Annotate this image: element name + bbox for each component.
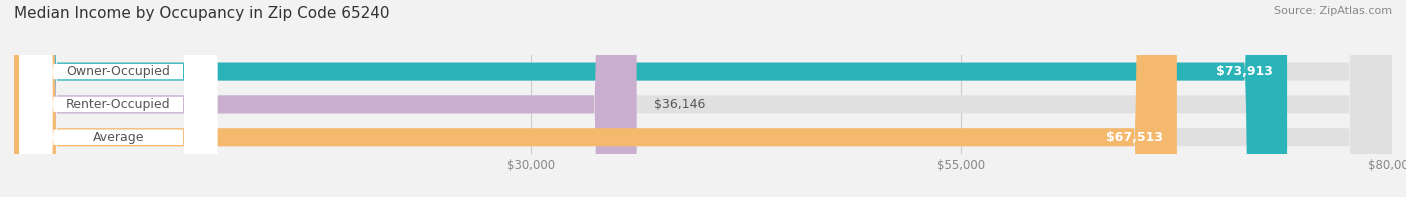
FancyBboxPatch shape: [14, 0, 1392, 197]
FancyBboxPatch shape: [20, 0, 218, 197]
FancyBboxPatch shape: [14, 0, 1392, 197]
Text: $67,513: $67,513: [1107, 131, 1163, 144]
Text: $73,913: $73,913: [1216, 65, 1274, 78]
Text: Owner-Occupied: Owner-Occupied: [66, 65, 170, 78]
FancyBboxPatch shape: [14, 0, 1286, 197]
FancyBboxPatch shape: [20, 0, 218, 197]
Text: $36,146: $36,146: [654, 98, 706, 111]
Text: Median Income by Occupancy in Zip Code 65240: Median Income by Occupancy in Zip Code 6…: [14, 6, 389, 21]
FancyBboxPatch shape: [14, 0, 1392, 197]
Text: Renter-Occupied: Renter-Occupied: [66, 98, 170, 111]
FancyBboxPatch shape: [14, 0, 1177, 197]
Text: Average: Average: [93, 131, 143, 144]
Text: Source: ZipAtlas.com: Source: ZipAtlas.com: [1274, 6, 1392, 16]
FancyBboxPatch shape: [20, 0, 218, 197]
FancyBboxPatch shape: [14, 0, 637, 197]
